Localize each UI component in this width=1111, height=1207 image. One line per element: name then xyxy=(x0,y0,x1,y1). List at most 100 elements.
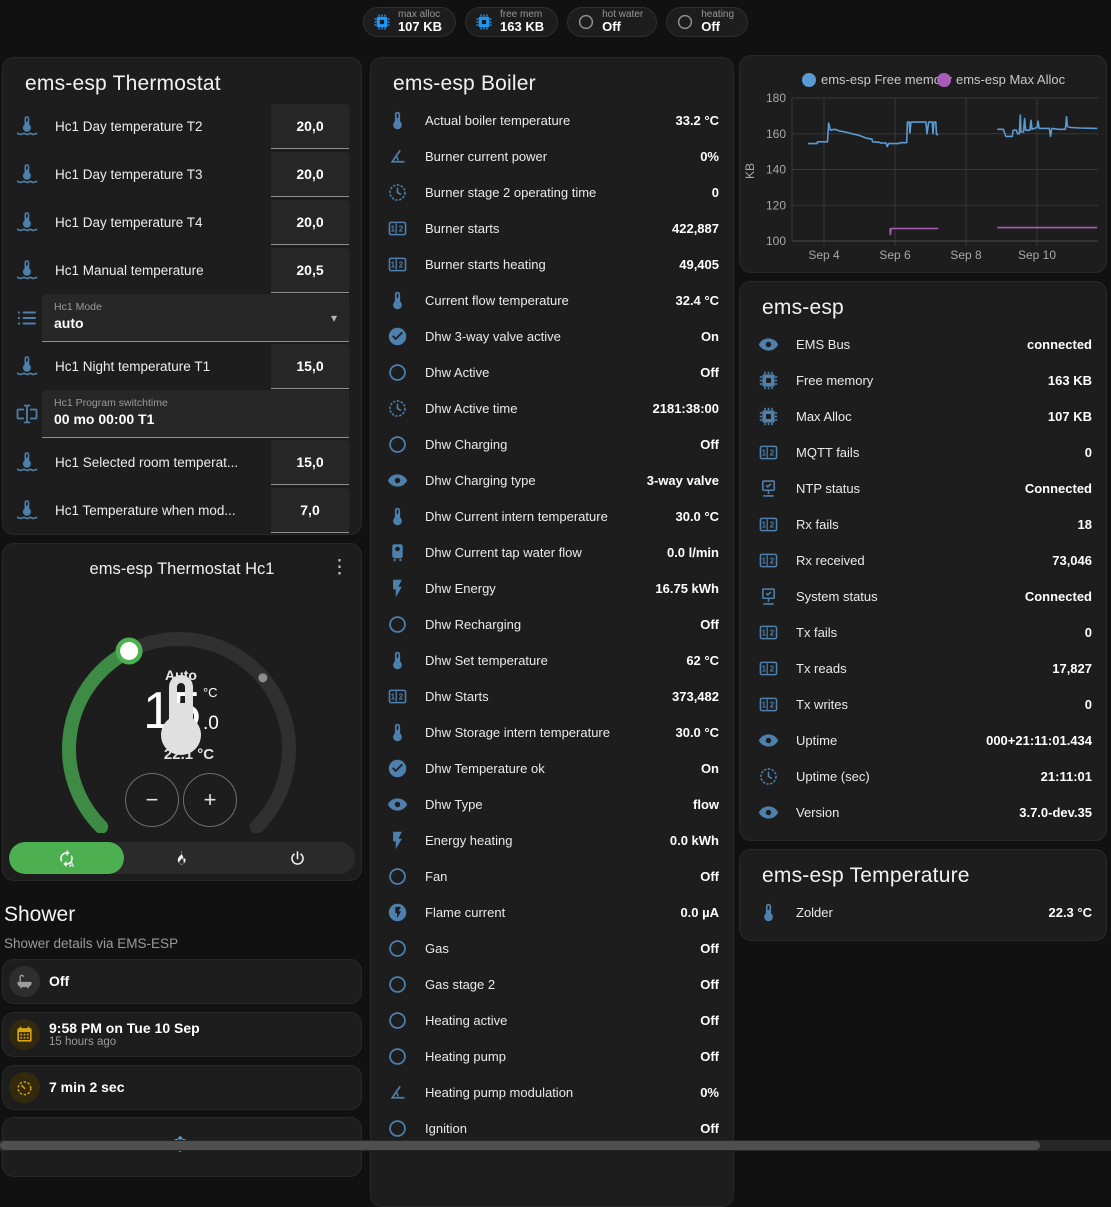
entity-label: Dhw Storage intern temperature xyxy=(425,724,610,740)
entity-row[interactable]: Free memory 163 KB xyxy=(740,362,1106,398)
entity-row[interactable]: NTP status Connected xyxy=(740,470,1106,506)
dial-card-title: ems-esp Thermostat Hc1 xyxy=(89,560,275,578)
mode-off-button[interactable] xyxy=(240,842,355,874)
entity-row[interactable]: Max Alloc 107 KB xyxy=(740,398,1106,434)
decrease-temp-button[interactable]: − xyxy=(125,773,179,827)
entity-row: Hc1 Night temperature T1 15,0 xyxy=(3,342,361,390)
entity-row[interactable]: Actual boiler temperature 33.2 °C xyxy=(371,102,733,138)
number-input[interactable]: 7,0 xyxy=(271,487,349,533)
entity-row[interactable]: Burner current power 0% xyxy=(371,138,733,174)
increase-temp-button[interactable]: + xyxy=(183,773,237,827)
entity-row[interactable]: Dhw Active Off xyxy=(371,354,733,390)
entity-label: Dhw Starts xyxy=(425,688,489,704)
badge-max-alloc[interactable]: max alloc 107 KB xyxy=(362,7,457,37)
entity-row[interactable]: Dhw Temperature ok On xyxy=(371,750,733,786)
entity-row[interactable]: Heating pump modulation 0% xyxy=(371,1074,733,1110)
entity-value: 22.3 °C xyxy=(1048,904,1092,920)
mode-heat-button[interactable] xyxy=(124,842,239,874)
entity-row[interactable]: Dhw Type flow xyxy=(371,786,733,822)
entity-value: connected xyxy=(1026,336,1092,352)
entity-row[interactable]: Dhw 3-way valve active On xyxy=(371,318,733,354)
entity-row[interactable]: 1 2 Tx fails 0 xyxy=(740,614,1106,650)
entity-row[interactable]: 1 2 MQTT fails 0 xyxy=(740,434,1106,470)
entity-row[interactable]: Dhw Storage intern temperature 30.0 °C xyxy=(371,714,733,750)
shower-item[interactable]: 7 min 2 sec xyxy=(2,1065,362,1110)
chip-icon xyxy=(373,13,391,31)
entity-label: Version xyxy=(796,804,840,820)
entity-label: Dhw Charging type xyxy=(425,472,536,488)
entity-row[interactable]: Gas Off xyxy=(371,930,733,966)
textbox-icon xyxy=(15,402,39,426)
entity-row[interactable]: 1 2 Burner starts heating 49,405 xyxy=(371,246,733,282)
entity-row[interactable]: 1 2 Rx fails 18 xyxy=(740,506,1106,542)
scrollbar-thumb[interactable] xyxy=(0,1141,1040,1150)
entity-row[interactable]: System status Connected xyxy=(740,578,1106,614)
svg-text:1: 1 xyxy=(762,628,767,637)
shower-item[interactable]: Off xyxy=(2,959,362,1004)
entity-row[interactable]: 1 2 Tx writes 0 xyxy=(740,686,1106,722)
dial-gauge[interactable] xyxy=(3,581,359,833)
shower-item-sublabel: 15 hours ago xyxy=(49,1035,117,1048)
number-input[interactable]: 20,5 xyxy=(271,247,349,293)
circle-icon xyxy=(387,938,408,959)
horizontal-scrollbar[interactable] xyxy=(0,1140,1111,1151)
number-input[interactable]: 20,0 xyxy=(271,199,349,245)
entity-row[interactable]: Dhw Recharging Off xyxy=(371,606,733,642)
kebab-menu-icon[interactable]: ⋮ xyxy=(330,557,349,578)
badge-heating[interactable]: heating Off xyxy=(666,7,749,37)
entity-row[interactable]: Dhw Current intern temperature 30.0 °C xyxy=(371,498,733,534)
entity-row: Hc1 Temperature when mod... 7,0 xyxy=(3,486,361,534)
badge-free-mem[interactable]: free mem 163 KB xyxy=(465,7,559,37)
entity-label: Rx fails xyxy=(796,516,839,532)
number-input[interactable]: 15,0 xyxy=(271,343,349,389)
entity-value: Off xyxy=(700,940,719,956)
svg-text:1: 1 xyxy=(762,664,767,673)
entity-row[interactable]: Uptime 000+21:11:01.434 xyxy=(740,722,1106,758)
entity-row[interactable]: Uptime (sec) 21:11:01 xyxy=(740,758,1106,794)
entity-row[interactable]: 1 2 Tx reads 17,827 xyxy=(740,650,1106,686)
entity-value: 000+21:11:01.434 xyxy=(986,732,1092,748)
svg-text:KB: KB xyxy=(743,163,757,179)
entity-row[interactable]: Dhw Charging Off xyxy=(371,426,733,462)
entity-row[interactable]: Heating active Off xyxy=(371,1002,733,1038)
number-input[interactable]: 20,0 xyxy=(271,103,349,149)
entity-row[interactable]: Heating pump Off xyxy=(371,1038,733,1074)
entity-row[interactable]: Version 3.7.0-dev.35 xyxy=(740,794,1106,830)
entity-row[interactable]: Dhw Energy 16.75 kWh xyxy=(371,570,733,606)
entity-row: Hc1 Program switchtime 00 mo 00:00 T1 xyxy=(3,390,361,438)
entity-row[interactable]: 1 2 Dhw Starts 373,482 xyxy=(371,678,733,714)
shower-item[interactable]: 9:58 PM on Tue 10 Sep 15 hours ago xyxy=(2,1012,362,1057)
entity-row[interactable]: EMS Bus connected xyxy=(740,326,1106,362)
entity-row: Hc1 Day temperature T2 20,0 xyxy=(3,102,361,150)
svg-text:180: 180 xyxy=(766,91,786,105)
thermostat-dial[interactable]: Auto 15 °C .0 22.1 °C − + xyxy=(3,581,359,833)
entity-row[interactable]: Current flow temperature 32.4 °C xyxy=(371,282,733,318)
entity-row[interactable]: Dhw Charging type 3-way valve xyxy=(371,462,733,498)
entity-row[interactable]: Flame current 0.0 µA xyxy=(371,894,733,930)
mode-select[interactable]: Hc1 Mode auto ▾ xyxy=(42,294,349,342)
entity-row[interactable]: Dhw Active time 2181:38:00 xyxy=(371,390,733,426)
entity-row[interactable]: 1 2 Rx received 73,046 xyxy=(740,542,1106,578)
number-input[interactable]: 20,0 xyxy=(271,151,349,197)
number-input[interactable]: 15,0 xyxy=(271,439,349,485)
entity-row[interactable]: Gas stage 2 Off xyxy=(371,966,733,1002)
entity-row[interactable]: Dhw Set temperature 62 °C xyxy=(371,642,733,678)
thermometer-icon xyxy=(387,506,408,527)
eye-icon xyxy=(387,470,408,491)
check-circle-icon xyxy=(387,326,408,347)
text-input[interactable]: Hc1 Program switchtime 00 mo 00:00 T1 xyxy=(42,390,349,438)
circle-icon xyxy=(387,1010,408,1031)
entity-row[interactable]: Ignition Off xyxy=(371,1110,733,1146)
entity-label: Dhw Temperature ok xyxy=(425,760,545,776)
mode-auto-button[interactable]: A xyxy=(9,842,125,874)
entity-row[interactable]: Burner stage 2 operating time 0 xyxy=(371,174,733,210)
entity-row[interactable]: 1 2 Burner starts 422,887 xyxy=(371,210,733,246)
badge-hot-water[interactable]: hot water Off xyxy=(567,7,658,37)
entity-row[interactable]: Fan Off xyxy=(371,858,733,894)
entity-label: Dhw Current intern temperature xyxy=(425,508,608,524)
shower-item-label: 9:58 PM on Tue 10 Sep xyxy=(49,1019,200,1036)
svg-text:100: 100 xyxy=(766,234,786,248)
entity-row[interactable]: Zolder 22.3 °C xyxy=(740,894,1106,930)
entity-row[interactable]: Dhw Current tap water flow 0.0 l/min xyxy=(371,534,733,570)
entity-row[interactable]: Energy heating 0.0 kWh xyxy=(371,822,733,858)
